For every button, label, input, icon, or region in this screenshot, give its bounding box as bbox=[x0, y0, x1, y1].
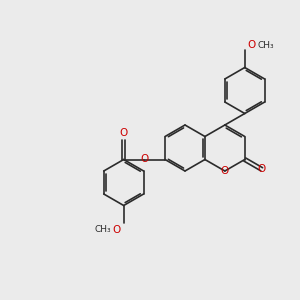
Text: O: O bbox=[248, 40, 256, 50]
Text: O: O bbox=[120, 128, 128, 138]
Text: CH₃: CH₃ bbox=[94, 225, 111, 234]
Text: O: O bbox=[140, 154, 148, 164]
Text: O: O bbox=[112, 225, 121, 235]
Text: O: O bbox=[258, 164, 266, 174]
Text: CH₃: CH₃ bbox=[258, 41, 274, 50]
Text: O: O bbox=[221, 166, 229, 176]
